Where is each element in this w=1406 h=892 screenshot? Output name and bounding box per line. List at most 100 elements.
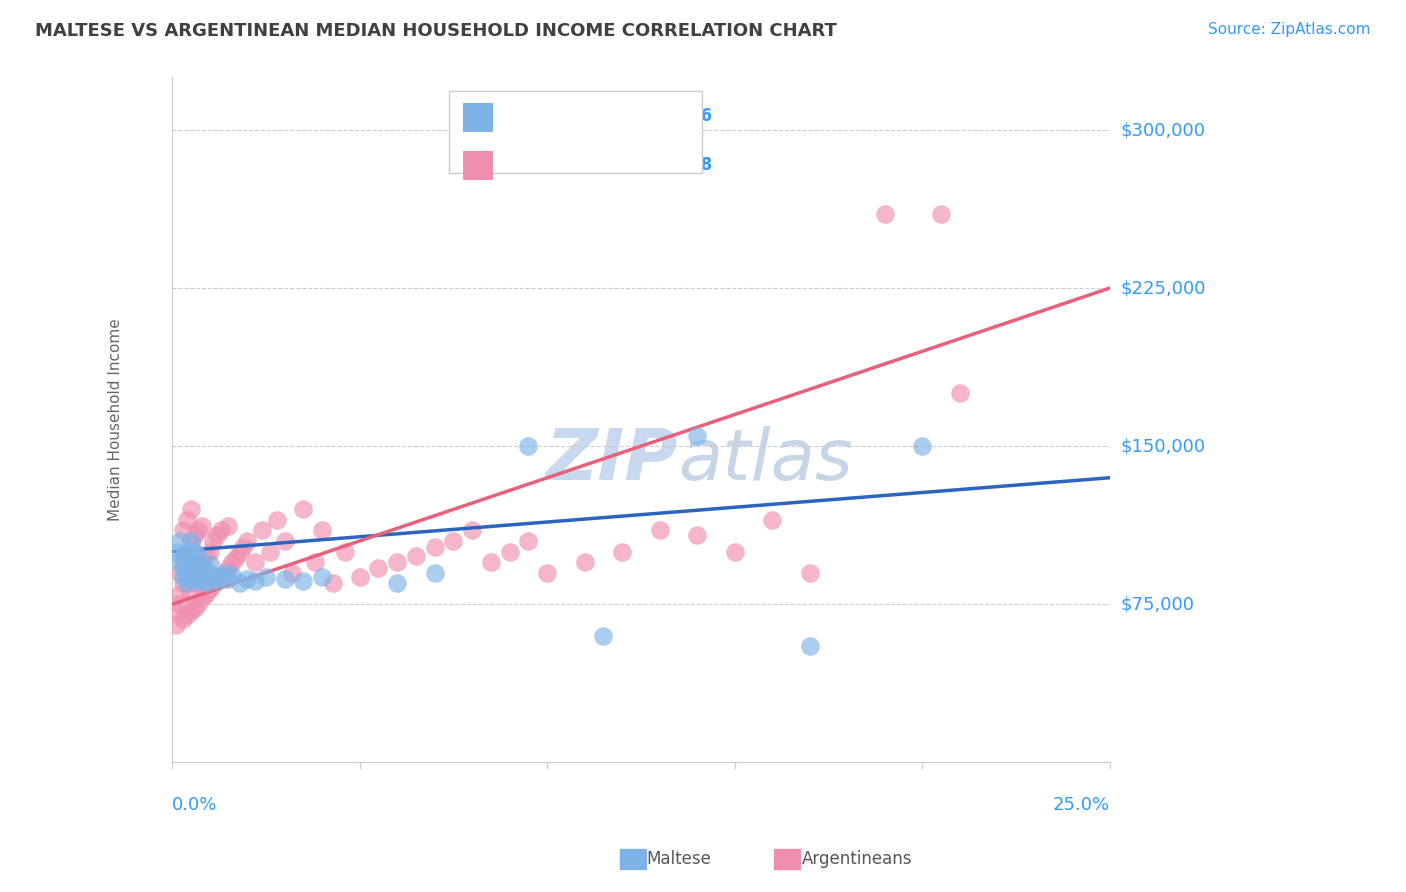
Text: ZIP: ZIP bbox=[546, 426, 679, 495]
Point bbox=[187, 597, 209, 611]
Point bbox=[592, 629, 614, 643]
Point bbox=[229, 576, 252, 591]
Point bbox=[479, 555, 502, 569]
Point bbox=[461, 524, 484, 538]
Point bbox=[423, 566, 446, 580]
Point bbox=[333, 544, 356, 558]
Point bbox=[184, 557, 207, 571]
Point bbox=[173, 549, 195, 563]
Point bbox=[252, 524, 274, 538]
Point bbox=[221, 555, 243, 569]
Point bbox=[195, 564, 218, 578]
Text: 0.396: 0.396 bbox=[558, 156, 612, 174]
Point bbox=[443, 533, 465, 548]
Text: 0.0%: 0.0% bbox=[173, 797, 218, 814]
Point bbox=[184, 544, 207, 558]
Point bbox=[191, 553, 214, 567]
Point bbox=[799, 640, 821, 654]
Point bbox=[218, 572, 240, 586]
Text: R =: R = bbox=[508, 156, 543, 174]
Text: Median Household Income: Median Household Income bbox=[108, 318, 124, 521]
Point bbox=[198, 570, 221, 584]
Point bbox=[195, 549, 218, 563]
Text: R =: R = bbox=[508, 107, 543, 126]
Point bbox=[311, 524, 333, 538]
Point bbox=[207, 574, 229, 588]
Point bbox=[221, 567, 243, 582]
Point bbox=[176, 607, 198, 622]
Text: Maltese: Maltese bbox=[647, 850, 711, 868]
Point bbox=[184, 527, 207, 541]
Point bbox=[180, 533, 202, 548]
Point bbox=[281, 566, 304, 580]
Point bbox=[292, 502, 315, 516]
Point bbox=[173, 524, 195, 538]
Point bbox=[187, 524, 209, 538]
Point bbox=[214, 566, 236, 580]
Point bbox=[202, 567, 225, 582]
Point bbox=[218, 561, 240, 575]
Point bbox=[180, 587, 202, 601]
Point bbox=[176, 544, 198, 558]
Point bbox=[218, 519, 240, 533]
Point bbox=[536, 566, 558, 580]
Point bbox=[187, 561, 209, 575]
Point bbox=[292, 574, 315, 588]
Point bbox=[180, 502, 202, 516]
Point bbox=[165, 603, 187, 617]
Point bbox=[180, 566, 202, 580]
Point bbox=[180, 547, 202, 561]
Point bbox=[176, 570, 198, 584]
Point bbox=[191, 591, 214, 605]
Point bbox=[202, 578, 225, 592]
Point bbox=[180, 533, 202, 548]
Point bbox=[799, 566, 821, 580]
Point bbox=[612, 544, 634, 558]
Point bbox=[198, 557, 221, 571]
Point bbox=[173, 561, 195, 575]
Point bbox=[169, 566, 191, 580]
Point bbox=[173, 576, 195, 591]
Point bbox=[191, 559, 214, 574]
Point bbox=[202, 533, 225, 548]
Point bbox=[191, 572, 214, 586]
Point bbox=[387, 576, 409, 591]
Text: MALTESE VS ARGENTINEAN MEDIAN HOUSEHOLD INCOME CORRELATION CHART: MALTESE VS ARGENTINEAN MEDIAN HOUSEHOLD … bbox=[35, 22, 837, 40]
Point bbox=[243, 574, 266, 588]
FancyBboxPatch shape bbox=[449, 91, 702, 173]
Point bbox=[517, 533, 540, 548]
Point bbox=[367, 561, 389, 575]
Point bbox=[236, 533, 259, 548]
Point bbox=[184, 576, 207, 591]
Point bbox=[180, 559, 202, 574]
Point bbox=[929, 207, 952, 221]
Text: Argentineans: Argentineans bbox=[801, 850, 912, 868]
Point bbox=[949, 386, 972, 401]
Point bbox=[187, 555, 209, 569]
Point bbox=[349, 570, 371, 584]
Point bbox=[229, 544, 252, 558]
Point bbox=[724, 544, 747, 558]
Point bbox=[207, 527, 229, 541]
Point bbox=[184, 561, 207, 575]
Text: $300,000: $300,000 bbox=[1121, 121, 1206, 139]
Point bbox=[499, 544, 522, 558]
FancyBboxPatch shape bbox=[463, 103, 494, 132]
Point bbox=[176, 555, 198, 569]
Point bbox=[165, 618, 187, 632]
Point bbox=[209, 570, 232, 584]
Point bbox=[209, 524, 232, 538]
Point bbox=[873, 207, 896, 221]
Point bbox=[191, 519, 214, 533]
Point bbox=[274, 572, 297, 586]
Point bbox=[214, 566, 236, 580]
Point bbox=[243, 555, 266, 569]
Point bbox=[322, 576, 344, 591]
Text: N =: N = bbox=[624, 107, 672, 126]
Point bbox=[198, 582, 221, 597]
Point bbox=[187, 574, 209, 588]
Point bbox=[176, 576, 198, 591]
Point bbox=[184, 570, 207, 584]
Point bbox=[176, 544, 198, 558]
Point bbox=[169, 587, 191, 601]
